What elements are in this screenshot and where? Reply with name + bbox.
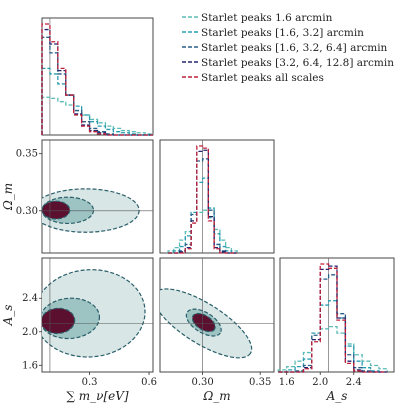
hist-om-panel-frame <box>159 139 275 254</box>
legend-entry-1: Starlet peaks [1.6, 3.2] arcmin <box>182 27 364 39</box>
hist-mnu-panel-series-1 <box>41 67 153 136</box>
legend-label-2: Starlet peaks [1.6, 3.2, 6.4] arcmin <box>201 42 388 54</box>
hist-as-panel-series-3 <box>278 265 388 373</box>
hist-mnu-panel-series-4 <box>41 23 153 136</box>
xtick-label-as-0: 1.6 <box>279 377 295 388</box>
xtick-label-mnu-0: 0.3 <box>82 377 98 388</box>
hist-om-panel-series-4 <box>168 145 238 254</box>
legend-label-1: Starlet peaks [1.6, 3.2] arcmin <box>201 27 364 39</box>
hist-om-panel-series-3 <box>168 149 238 254</box>
xtick-label-om-1: 0.35 <box>249 377 271 388</box>
hist-as-panel-frame <box>279 257 395 373</box>
legend-label-3: Starlet peaks [3.2, 6.4, 12.8] arcmin <box>201 57 394 69</box>
xlabel-mnu: ∑ m_ν[eV] <box>66 389 129 403</box>
hist-as-panel-series-1 <box>278 300 388 373</box>
ylabel-om: Ω_m <box>1 183 15 211</box>
contour-as-vs-mnu-contours <box>42 269 146 358</box>
ylabel-as: A_s <box>1 305 15 327</box>
xtick-label-as-2: 2.4 <box>346 377 362 388</box>
xtick-label-as-1: 2.0 <box>312 377 328 388</box>
legend: Starlet peaks 1.6 arcmin Starlet peaks [… <box>182 12 394 84</box>
hist-as-panel-series-4 <box>278 263 388 373</box>
xtick-label-mnu-1: 0.6 <box>141 377 157 388</box>
legend-entry-0: Starlet peaks 1.6 arcmin <box>182 12 333 24</box>
xlabel-as: A_s <box>326 389 348 403</box>
contour-as-vs-om-contour-inner <box>191 312 216 333</box>
contour-as-vs-om-frame <box>159 257 275 373</box>
legend-entry-2: Starlet peaks [1.6, 3.2, 6.4] arcmin <box>182 42 388 54</box>
hist-om-panel <box>159 139 275 254</box>
legend-entry-3: Starlet peaks [3.2, 6.4, 12.8] arcmin <box>182 57 394 69</box>
xlabel-om: Ω_m <box>202 389 230 403</box>
contour-as-vs-om <box>159 257 275 373</box>
hist-om-panel-series-1 <box>168 177 238 254</box>
ytick-label-as-1: 2.0 <box>22 327 38 338</box>
hist-mnu-panel <box>41 17 154 136</box>
ytick-label-om-1: 0.35 <box>16 149 38 160</box>
contour-om-vs-mnu-contour-inner <box>42 200 71 220</box>
hist-mnu-panel-series-0 <box>41 96 154 135</box>
xtick-label-om-0: 0.30 <box>191 377 213 388</box>
ytick-label-as-2: 2.4 <box>22 293 38 304</box>
hist-as-panel-series-2 <box>278 274 388 373</box>
legend-label-0: Starlet peaks 1.6 arcmin <box>201 12 333 24</box>
contour-as-vs-mnu <box>41 257 154 373</box>
hist-as-panel <box>277 257 395 373</box>
hist-mnu-panel-frame <box>41 17 154 136</box>
hist-om-panel-series-2 <box>168 158 238 254</box>
hist-om-panel-series-0 <box>167 209 238 253</box>
contour-om-vs-mnu-frame <box>41 139 154 254</box>
hist-as-panel-series-0 <box>277 325 388 372</box>
ytick-label-as-0: 1.6 <box>22 360 38 371</box>
legend-entry-4: Starlet peaks all scales <box>182 72 324 84</box>
contour-om-vs-mnu <box>41 139 154 254</box>
contour-as-vs-mnu-contour-inner <box>42 307 76 335</box>
ytick-label-om-0: 0.30 <box>16 206 38 217</box>
legend-label-4: Starlet peaks all scales <box>201 72 324 84</box>
